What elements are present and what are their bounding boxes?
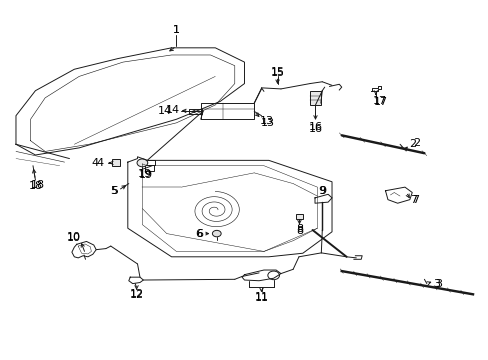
Text: 3: 3 [435,279,442,289]
Text: 17: 17 [372,96,386,107]
Text: 19: 19 [139,170,153,180]
Bar [112,159,120,166]
Text: 8: 8 [295,226,303,236]
Text: 10: 10 [67,233,81,243]
Text: 19: 19 [138,168,152,179]
Text: 16: 16 [308,122,322,132]
Text: 15: 15 [270,67,284,77]
Text: 12: 12 [129,290,143,300]
Text: 2: 2 [408,139,415,149]
Text: 2: 2 [413,138,420,148]
Text: 6: 6 [195,229,202,239]
Text: 14: 14 [165,105,179,114]
Text: 17: 17 [373,97,387,107]
Text: 7: 7 [411,195,418,204]
Bar [295,214,303,219]
Circle shape [137,159,147,167]
Text: 3: 3 [432,279,439,289]
Text: 1: 1 [173,25,180,35]
Text: 4: 4 [91,158,99,168]
Text: 1: 1 [173,25,180,35]
Text: 12: 12 [129,289,143,298]
Text: 11: 11 [254,293,268,303]
Text: 9: 9 [319,186,326,196]
Text: 13: 13 [259,116,273,126]
Text: 6: 6 [196,229,203,239]
Text: 5: 5 [110,186,118,197]
Text: 14: 14 [157,107,171,116]
Text: 5: 5 [109,186,117,197]
Text: 18: 18 [31,180,45,190]
Text: 10: 10 [66,232,80,242]
Text: 7: 7 [409,195,416,204]
Text: 8: 8 [295,224,303,234]
Text: 16: 16 [308,124,322,134]
Text: 15: 15 [270,68,284,78]
Circle shape [212,230,221,237]
Text: 9: 9 [318,186,325,197]
Text: 4: 4 [96,158,103,168]
Text: 18: 18 [28,181,42,191]
Bar [309,91,320,105]
Text: 11: 11 [254,292,268,302]
Text: 13: 13 [260,118,274,128]
Bar [144,165,153,171]
